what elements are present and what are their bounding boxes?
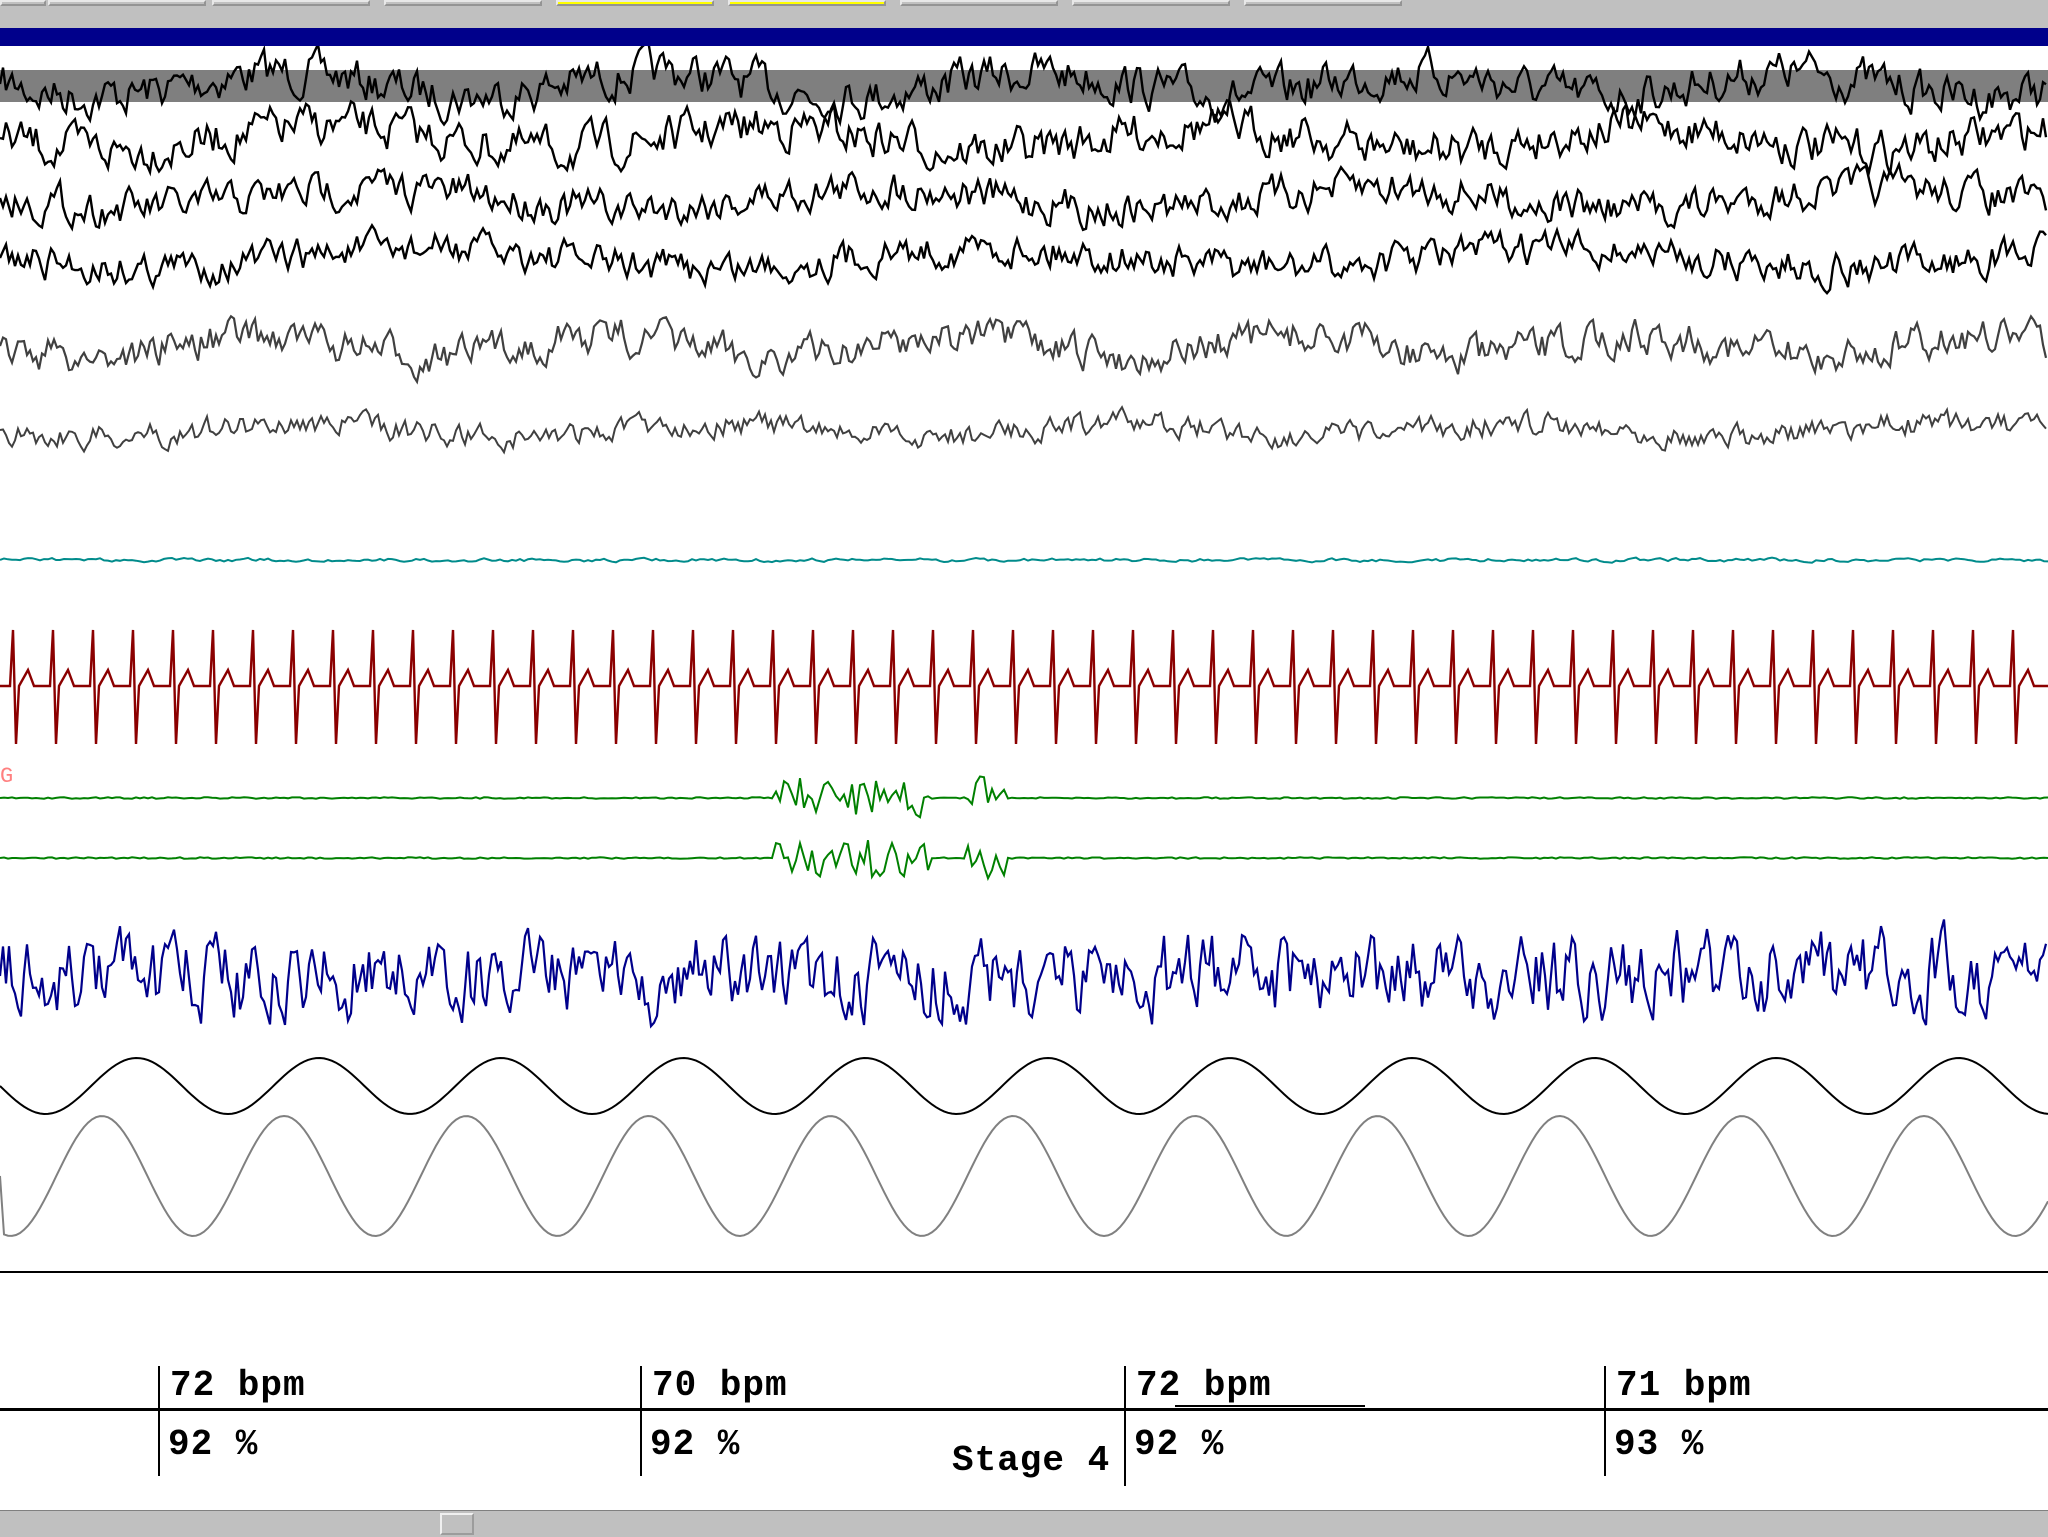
chin-emg-trace [0,556,2048,564]
snore-trace [0,919,2048,1029]
toolbar-button-5[interactable] [556,0,714,6]
heart-rate-epoch-4: 71 bpm [1616,1365,1752,1406]
polysomnography-traces[interactable] [0,46,2048,1276]
ecg-trace [0,629,2048,745]
leg-emg-trace-1 [0,775,2048,819]
eeg-trace-4 [0,223,2047,296]
window-title-bar[interactable] [0,28,2048,46]
summary-underline [1175,1405,1365,1407]
heart-rate-epoch-1: 72 bpm [170,1365,306,1406]
channel-tag: G [0,764,14,789]
eeg-trace-2 [0,98,2048,177]
eeg-trace-3 [0,160,2048,232]
toolbar-button-4[interactable] [384,0,542,6]
toolbar-button-9[interactable] [1244,0,1402,6]
epoch-marker-4 [1604,1366,1606,1476]
heart-rate-epoch-3: 72 bpm [1136,1365,1272,1406]
eog-trace-1 [0,314,2048,385]
toolbar-button-3[interactable] [212,0,370,6]
epoch-marker-3 [1124,1366,1126,1486]
leg-emg-trace-2 [0,839,2048,881]
epoch-marker-1 [158,1366,160,1476]
spo2-epoch-2: 92 % [650,1424,741,1465]
toolbar [0,0,2048,29]
summary-divider [0,1408,2048,1411]
toolbar-button-1[interactable] [0,0,46,6]
toolbar-button-8[interactable] [1072,0,1230,6]
resp-trace-2 [0,1114,2048,1238]
epoch-marker-2 [640,1366,642,1476]
eog-trace-2 [0,405,2047,455]
sleep-stage-label: Stage 4 [952,1440,1111,1481]
toolbar-button-7[interactable] [900,0,1058,6]
spo2-epoch-1: 92 % [168,1424,259,1465]
eeg-trace-1 [0,46,2047,129]
scrollbar-thumb[interactable] [440,1513,474,1535]
spo2-epoch-3: 92 % [1134,1424,1225,1465]
spo2-epoch-4: 93 % [1614,1424,1705,1465]
toolbar-button-2[interactable] [48,0,206,6]
horizontal-scrollbar[interactable] [0,1510,2048,1537]
heart-rate-epoch-2: 70 bpm [652,1365,788,1406]
toolbar-button-6[interactable] [728,0,886,6]
resp-trace-1 [0,1056,2048,1116]
